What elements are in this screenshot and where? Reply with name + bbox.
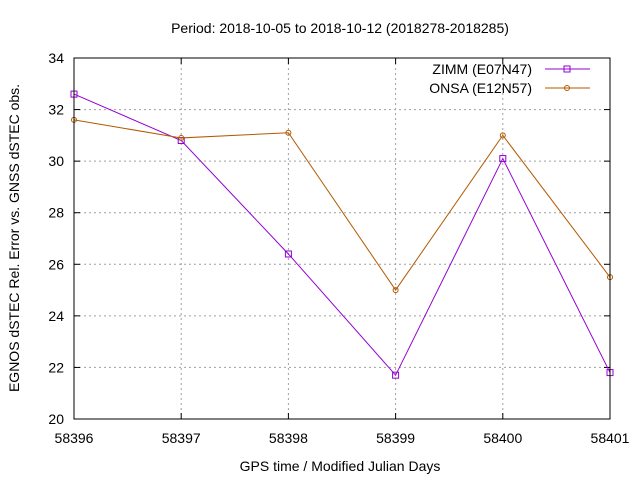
legend-marker-onsa bbox=[564, 85, 570, 91]
legend-label-zimm: ZIMM (E07N47) bbox=[432, 61, 532, 77]
plot-frame bbox=[73, 57, 611, 420]
tick-marks bbox=[73, 57, 611, 420]
y-tick-labels: 20 22 24 26 28 30 32 34 bbox=[48, 50, 64, 427]
series-line-zimm bbox=[73, 93, 611, 377]
x-tick-label: 58400 bbox=[483, 430, 522, 446]
series-layer bbox=[70, 90, 614, 379]
series-line-onsa bbox=[73, 119, 611, 291]
x-tick-label: 58401 bbox=[591, 430, 630, 446]
x-tick-labels: 58396 58397 58398 58399 58400 58401 bbox=[55, 430, 630, 446]
data-point-zimm bbox=[499, 155, 507, 163]
y-tick-label: 22 bbox=[48, 359, 64, 375]
y-tick-label: 34 bbox=[48, 50, 64, 66]
y-tick-label: 30 bbox=[48, 153, 64, 169]
x-tick-label: 58396 bbox=[55, 430, 94, 446]
y-tick-label: 28 bbox=[48, 205, 64, 221]
x-axis-label: GPS time / Modified Julian Days bbox=[240, 458, 441, 474]
y-tick-label: 32 bbox=[48, 102, 64, 118]
legend-label-onsa: ONSA (E12N57) bbox=[429, 80, 532, 96]
data-point-onsa bbox=[285, 129, 292, 136]
data-point-onsa bbox=[392, 287, 399, 294]
grid-lines bbox=[74, 58, 610, 419]
legend-marker-zimm bbox=[563, 65, 571, 73]
legend: ZIMM (E07N47) ONSA (E12N57) bbox=[429, 61, 590, 96]
y-tick-label: 20 bbox=[48, 411, 64, 427]
x-tick-label: 58397 bbox=[162, 430, 201, 446]
data-point-onsa bbox=[178, 134, 185, 141]
y-axis-label: EGNOS dSTEC Rel. Error vs. GNSS dSTEC ob… bbox=[6, 84, 22, 392]
x-tick-label: 58399 bbox=[376, 430, 415, 446]
y-tick-label: 26 bbox=[48, 256, 64, 272]
y-tick-label: 24 bbox=[48, 308, 64, 324]
data-point-zimm bbox=[284, 250, 292, 258]
data-point-zimm bbox=[392, 371, 400, 379]
data-point-onsa bbox=[499, 132, 506, 139]
x-tick-label: 58398 bbox=[269, 430, 308, 446]
chart-title: Period: 2018-10-05 to 2018-10-12 (201827… bbox=[171, 20, 509, 36]
